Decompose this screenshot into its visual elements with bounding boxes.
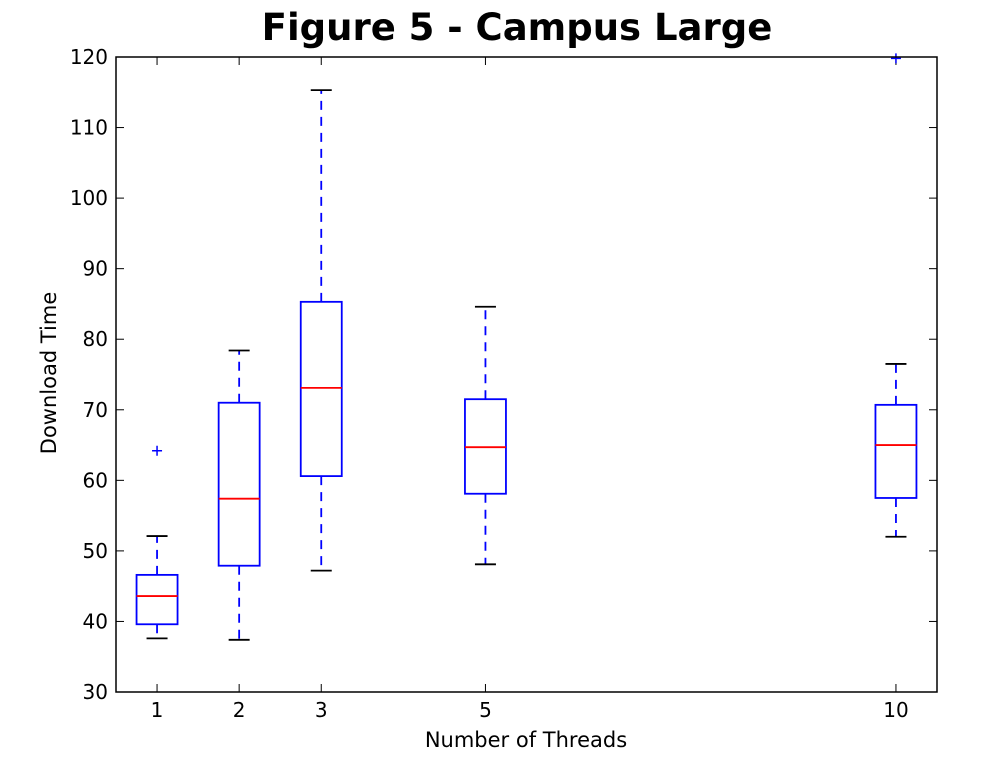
y-tick-label: 110 [70, 116, 108, 140]
y-tick-label: 80 [83, 327, 108, 351]
box-iqr [135, 573, 179, 626]
x-tick-label: 5 [479, 698, 492, 722]
y-tick-label: 30 [83, 680, 108, 704]
y-tick-label: 40 [83, 609, 108, 633]
y-tick-label: 70 [83, 398, 108, 422]
box-iqr [874, 403, 918, 499]
chart-title: Figure 5 - Campus Large [262, 6, 773, 49]
y-tick-label: 60 [83, 468, 108, 492]
x-tick-label: 1 [151, 698, 164, 722]
x-tick-label: 2 [233, 698, 246, 722]
outlier-point [152, 445, 163, 456]
y-tick-label: 120 [70, 45, 108, 69]
box-iqr [217, 401, 261, 567]
y-tick-label: 50 [83, 539, 108, 563]
x-axis-label: Number of Threads [425, 728, 627, 752]
plot-area: 30 40 50 60 70 80 90 100 110 120 1 2 3 5 10 [70, 45, 938, 722]
plot-frame [115, 56, 938, 693]
x-tick-label: 10 [883, 698, 908, 722]
y-axis-label: Download Time [37, 292, 61, 454]
y-tick-label: 90 [83, 257, 108, 281]
x-tick-label: 3 [315, 698, 328, 722]
box-iqr [299, 300, 343, 478]
y-tick-label: 100 [70, 186, 108, 210]
outlier-point [890, 53, 901, 64]
